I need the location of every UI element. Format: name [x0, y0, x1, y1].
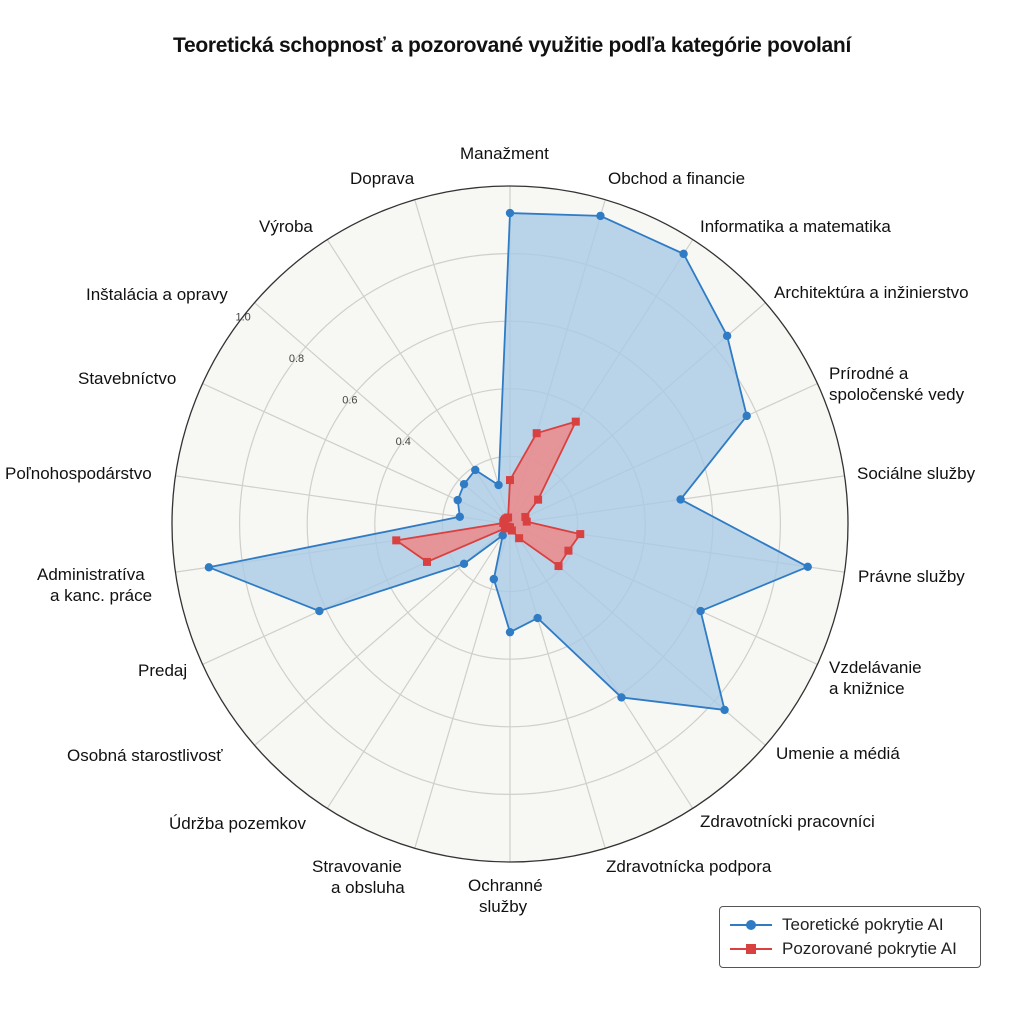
observed-series-point — [564, 546, 573, 555]
observed-series-point — [576, 530, 585, 539]
theoretical-series-point — [533, 613, 542, 623]
category-label: Prírodné a — [829, 364, 909, 383]
theoretical-series-point — [471, 465, 480, 475]
category-label: Stravovanie — [312, 857, 402, 876]
category-label: Vzdelávanie — [829, 658, 922, 677]
category-label: Poľnohospodárstvo — [5, 464, 152, 483]
chart-title: Teoretická schopnosť a pozorované využit… — [173, 34, 851, 57]
square-marker-icon — [730, 939, 772, 959]
theoretical-series-point — [722, 331, 732, 341]
category-label: Umenie a médiá — [776, 744, 900, 763]
category-label: Doprava — [350, 169, 415, 188]
observed-series-point — [532, 429, 541, 438]
theoretical-series-point — [676, 495, 685, 504]
observed-series-point — [515, 534, 524, 543]
category-label: Obchod a financie — [608, 169, 746, 188]
legend-item-theoretical: Teoretické pokrytie AI — [730, 913, 944, 937]
observed-series-point — [554, 562, 563, 571]
theoretical-series-point — [494, 480, 503, 490]
category-label: Informatika a matematika — [700, 217, 891, 236]
observed-series-point — [422, 557, 431, 566]
category-label: a kanc. práce — [50, 586, 153, 605]
grid-spoke — [175, 475, 511, 525]
theoretical-series-point — [742, 411, 751, 421]
theoretical-series-point — [459, 479, 469, 489]
observed-series-point — [534, 495, 543, 504]
category-label: Osobná starostlivosť — [67, 746, 223, 765]
outer-ring — [171, 185, 849, 863]
theoretical-series-point — [679, 249, 688, 259]
theoretical-series-point — [498, 531, 507, 540]
grid-spoke — [326, 523, 511, 809]
category-label: a knižnice — [829, 679, 905, 698]
theoretical-series-point — [505, 208, 515, 218]
category-label: a obsluha — [331, 878, 405, 897]
legend: Teoretické pokrytie AI Pozorované pokryt… — [719, 906, 981, 968]
theoretical-series-point — [459, 559, 469, 569]
circle-marker-icon — [730, 915, 772, 935]
theoretical-series-point — [617, 693, 626, 702]
category-label: Inštalácia a opravy — [86, 285, 228, 304]
legend-label: Pozorované pokrytie AI — [782, 939, 957, 958]
category-label: spoločenské vedy — [829, 385, 965, 404]
theoretical-series-point — [453, 495, 462, 505]
theoretical-series-point — [696, 606, 705, 616]
category-label: Zdravotnícka podpora — [606, 857, 772, 876]
category-label: Výroba — [259, 217, 313, 236]
category-label: Manažment — [460, 144, 549, 163]
category-label: Sociálne služby — [857, 464, 976, 483]
legend-item-observed: Pozorované pokrytie AI — [730, 937, 957, 961]
category-label: Ochranné — [468, 876, 543, 895]
observed-series-point — [521, 512, 530, 521]
category-label: Zdravotnícki pracovníci — [700, 812, 875, 831]
theoretical-series-point — [204, 563, 214, 572]
theoretical-series-point — [455, 512, 465, 521]
theoretical-series-point — [505, 627, 515, 637]
category-label: Administratíva — [37, 565, 145, 584]
theoretical-series-point — [803, 562, 812, 572]
category-label: služby — [479, 897, 528, 916]
observed-series-point — [506, 476, 514, 485]
radial-tick-label: 0.4 — [396, 436, 411, 448]
category-label: Architektúra a inžinierstvo — [774, 283, 969, 302]
observed-series-point — [504, 513, 513, 522]
theoretical-series-point — [596, 211, 605, 221]
radial-tick-label: 0.6 — [342, 395, 357, 407]
observed-series-point — [522, 517, 531, 526]
category-label: Údržba pozemkov — [169, 814, 307, 833]
observed-series-point — [571, 417, 580, 426]
legend-label: Teoretické pokrytie AI — [782, 915, 944, 934]
theoretical-series-point — [315, 606, 324, 616]
category-label: Právne služby — [858, 567, 965, 586]
grid-spoke — [414, 199, 511, 525]
observed-series-point — [500, 524, 509, 533]
theoretical-series-point — [489, 574, 499, 584]
theoretical-series-point — [720, 705, 729, 715]
radial-tick-label: 1.0 — [235, 312, 250, 324]
category-label: Predaj — [138, 661, 188, 680]
category-label: Stavebníctvo — [78, 369, 177, 388]
radial-tick-label: 0.8 — [289, 353, 304, 365]
observed-series-point — [392, 536, 401, 545]
